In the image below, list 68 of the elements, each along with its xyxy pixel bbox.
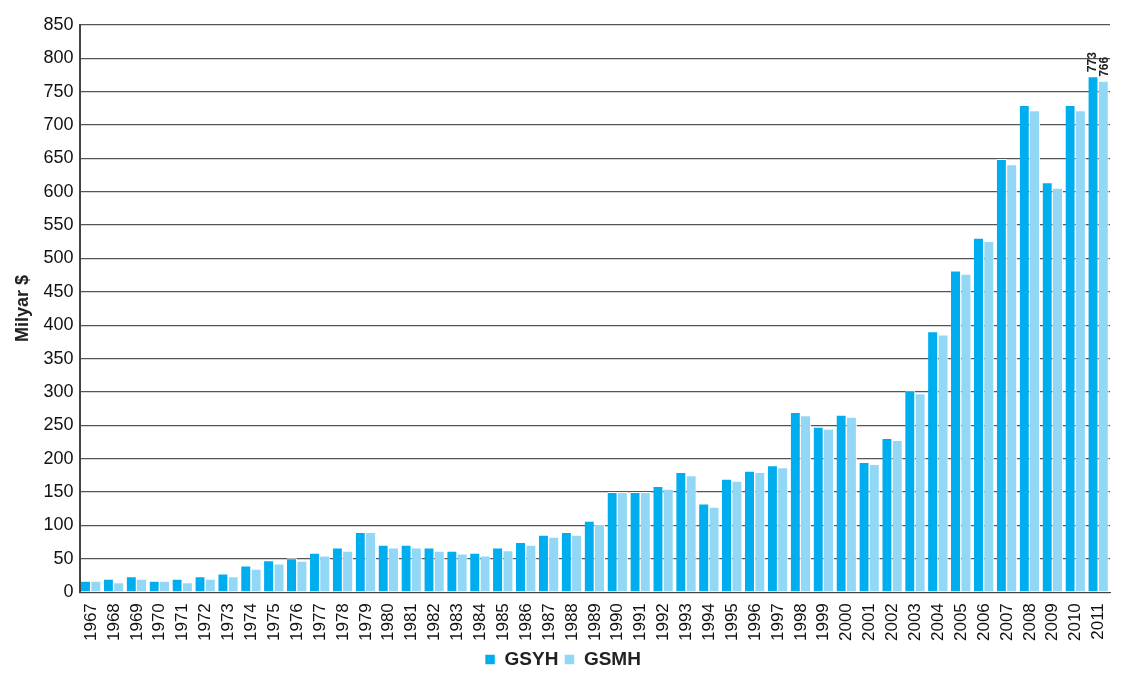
x-tick-label: 1984 (470, 603, 490, 642)
x-tick-label: 1983 (447, 603, 467, 642)
y-tick-label: 750 (43, 80, 74, 101)
x-tick-label: 2006 (973, 603, 993, 642)
x-tick-label: 2003 (905, 603, 925, 642)
y-tick-label: 850 (43, 13, 74, 34)
x-tick-label: 1999 (813, 603, 833, 642)
x-tick-label: 1998 (790, 603, 810, 642)
x-tick-label: 1982 (424, 603, 444, 642)
x-tick-label: 1970 (149, 603, 169, 642)
x-tick-label: 1990 (607, 603, 627, 642)
y-tick-label: 450 (43, 280, 74, 301)
x-tick-label: 1979 (355, 603, 375, 642)
x-tick-label: 1995 (721, 603, 741, 642)
x-tick-label: 1978 (332, 603, 352, 642)
x-tick-label: 2000 (836, 603, 856, 642)
x-tick-label: 2007 (996, 603, 1016, 642)
x-tick-label: 1985 (492, 603, 512, 642)
x-tick-label: 2010 (1065, 603, 1085, 642)
x-tick-label: 1968 (103, 603, 123, 642)
x-tick-label: 1991 (630, 603, 650, 642)
y-tick-label: 350 (43, 347, 74, 368)
legend-label: GSYH (504, 647, 559, 669)
data-label: 766 (1097, 56, 1112, 77)
x-tick-label: 1988 (561, 603, 581, 642)
x-tick-label: 1977 (309, 603, 329, 642)
y-tick-label: 100 (43, 514, 74, 535)
x-tick-label: 1967 (80, 603, 100, 642)
y-tick-label: 400 (43, 314, 74, 335)
x-tick-label: 1997 (767, 603, 787, 642)
x-tick-label: 1989 (584, 603, 604, 642)
x-tick-label: 1993 (676, 603, 696, 642)
data-label: 773 (1084, 51, 1099, 73)
x-tick-label: 2004 (927, 603, 947, 642)
y-tick-label: 200 (43, 447, 74, 468)
x-tick-label: 1986 (515, 603, 535, 642)
x-tick-label: 1987 (538, 603, 558, 642)
x-tick-label: 1996 (744, 603, 764, 642)
x-tick-label: 1973 (218, 603, 238, 642)
y-tick-label: 650 (43, 147, 74, 168)
y-axis-title: Milyar $ (11, 274, 32, 343)
x-tick-label: 2011 (1088, 603, 1108, 640)
legend-label: GSMH (583, 647, 641, 669)
x-tick-label: 1975 (263, 603, 283, 642)
y-tick-label: 50 (53, 547, 74, 568)
x-tick-label: 2009 (1042, 603, 1062, 642)
x-tick-label: 2002 (882, 603, 902, 642)
y-tick-label: 250 (43, 414, 74, 435)
x-tick-label: 1971 (172, 603, 192, 642)
y-tick-label: 0 (63, 581, 74, 602)
x-tick-label: 2008 (1019, 603, 1039, 642)
x-tick-label: 1992 (653, 603, 673, 642)
y-tick-label: 550 (43, 214, 74, 235)
x-tick-label: 1974 (241, 603, 261, 642)
x-tick-label: 1976 (286, 603, 306, 642)
y-tick-label: 500 (43, 247, 74, 268)
y-tick-label: 800 (43, 47, 74, 68)
x-tick-label: 1980 (378, 603, 398, 642)
y-tick-label: 700 (43, 113, 74, 134)
y-tick-label: 300 (43, 380, 74, 401)
x-tick-label: 2001 (859, 603, 879, 642)
x-tick-label: 1972 (195, 603, 215, 642)
x-tick-label: 1969 (126, 603, 146, 642)
x-tick-label: 1981 (401, 603, 421, 642)
y-tick-label: 150 (43, 481, 74, 502)
x-tick-label: 2005 (950, 603, 970, 642)
x-tick-label: 1994 (698, 603, 718, 642)
y-tick-label: 600 (43, 180, 74, 201)
